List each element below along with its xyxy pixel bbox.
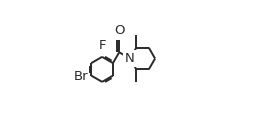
Text: O: O bbox=[114, 24, 125, 37]
Text: N: N bbox=[125, 52, 135, 65]
Text: Br: Br bbox=[73, 70, 88, 84]
Text: F: F bbox=[98, 39, 106, 52]
